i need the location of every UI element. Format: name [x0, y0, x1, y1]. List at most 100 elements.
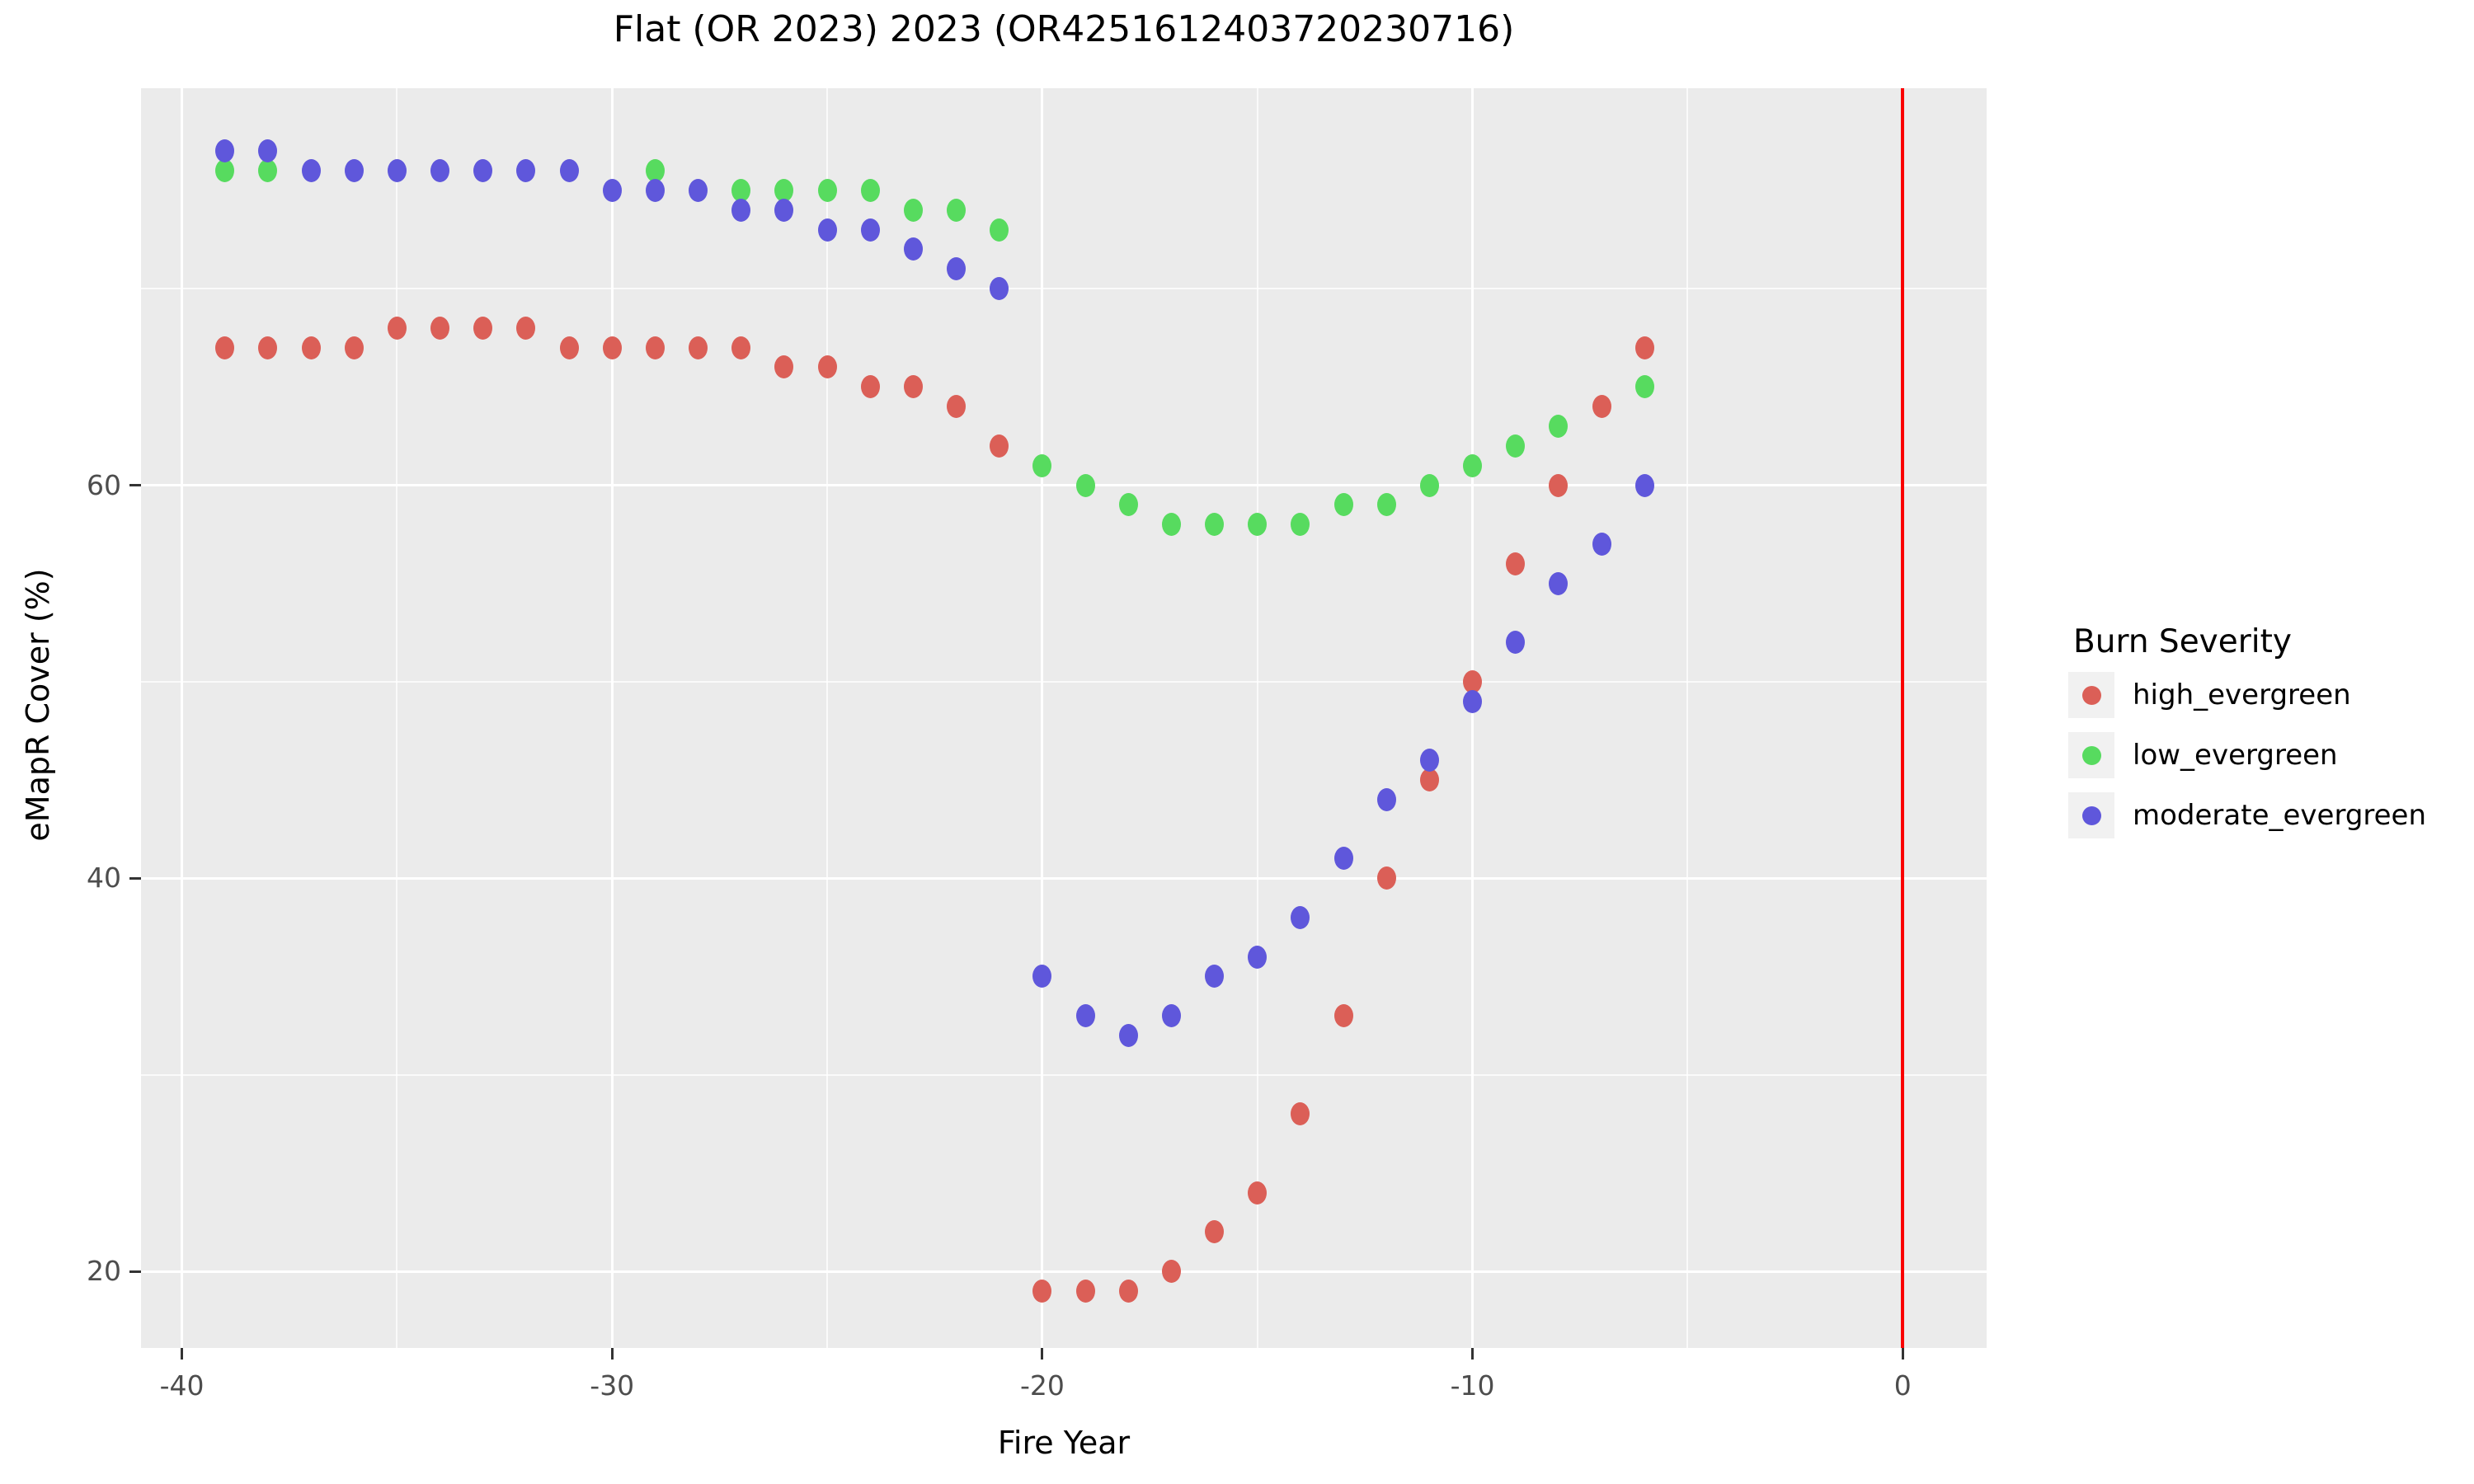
data-point-moderate_evergreen: [1118, 1023, 1138, 1047]
data-point-high_evergreen: [645, 336, 665, 359]
high_evergreen-dot-icon: [2081, 685, 2101, 705]
x-minor-gridline: [1686, 88, 1689, 1348]
legend: Burn Severity high_evergreen low_evergree…: [2068, 623, 2464, 852]
data-point-moderate_evergreen: [817, 218, 837, 242]
x-major-gridline: [1471, 88, 1475, 1348]
legend-title: Burn Severity: [2073, 623, 2293, 660]
data-point-low_evergreen: [1549, 415, 1569, 438]
data-point-high_evergreen: [1161, 1260, 1181, 1284]
data-point-high_evergreen: [344, 336, 364, 359]
data-point-moderate_evergreen: [1506, 631, 1526, 655]
data-point-moderate_evergreen: [645, 178, 665, 202]
data-point-moderate_evergreen: [1032, 965, 1052, 989]
y-major-gridline: [141, 484, 1987, 487]
y-axis-tick: [129, 876, 141, 880]
x-axis-tick: [1901, 1348, 1904, 1360]
data-point-high_evergreen: [430, 316, 450, 340]
data-point-moderate_evergreen: [559, 159, 579, 183]
data-point-moderate_evergreen: [1075, 1004, 1095, 1028]
data-point-high_evergreen: [1205, 1220, 1225, 1244]
data-point-high_evergreen: [1634, 336, 1654, 359]
data-point-high_evergreen: [1506, 552, 1526, 575]
data-point-high_evergreen: [1248, 1181, 1268, 1205]
data-point-moderate_evergreen: [1291, 905, 1310, 929]
data-point-moderate_evergreen: [301, 159, 321, 183]
data-point-low_evergreen: [1463, 453, 1483, 477]
data-point-high_evergreen: [387, 316, 407, 340]
legend-item-high_evergreen: high_evergreen: [2068, 672, 2464, 718]
data-point-moderate_evergreen: [1419, 749, 1439, 773]
plot-panel: [141, 88, 1987, 1348]
y-major-gridline: [141, 876, 1987, 880]
x-major-gridline: [181, 88, 184, 1348]
data-point-high_evergreen: [1333, 1004, 1353, 1028]
data-point-moderate_evergreen: [516, 159, 536, 183]
data-point-low_evergreen: [947, 198, 967, 222]
data-point-low_evergreen: [1291, 513, 1310, 537]
y-axis-title: eMapR Cover (%): [20, 568, 56, 842]
data-point-low_evergreen: [774, 178, 794, 202]
data-point-low_evergreen: [1161, 513, 1181, 537]
data-point-high_evergreen: [1549, 473, 1569, 497]
data-point-moderate_evergreen: [602, 178, 622, 202]
data-point-low_evergreen: [903, 198, 923, 222]
data-point-low_evergreen: [817, 178, 837, 202]
data-point-moderate_evergreen: [1592, 533, 1611, 556]
legend-key: [2068, 732, 2114, 778]
data-point-high_evergreen: [301, 336, 321, 359]
data-point-high_evergreen: [1463, 669, 1483, 693]
x-axis-tick: [181, 1348, 184, 1360]
data-point-moderate_evergreen: [1333, 847, 1353, 871]
data-point-high_evergreen: [689, 336, 708, 359]
legend-label: moderate_evergreen: [2133, 799, 2427, 832]
data-point-high_evergreen: [990, 434, 1009, 458]
data-point-moderate_evergreen: [1376, 787, 1396, 811]
data-point-moderate_evergreen: [1549, 571, 1569, 595]
data-point-low_evergreen: [1506, 434, 1526, 458]
x-axis-tick: [610, 1348, 614, 1360]
y-tick-label: 40: [87, 862, 121, 895]
x-minor-gridline: [396, 88, 398, 1348]
data-point-high_evergreen: [1118, 1279, 1138, 1303]
y-tick-label: 60: [87, 468, 121, 501]
data-point-moderate_evergreen: [1248, 945, 1268, 969]
x-axis-tick: [1471, 1348, 1475, 1360]
data-point-moderate_evergreen: [1161, 1004, 1181, 1028]
data-point-high_evergreen: [516, 316, 536, 340]
data-point-low_evergreen: [215, 159, 235, 183]
data-point-low_evergreen: [1376, 493, 1396, 517]
data-point-high_evergreen: [774, 355, 794, 379]
x-major-gridline: [1041, 88, 1044, 1348]
moderate_evergreen-dot-icon: [2081, 805, 2101, 825]
data-point-moderate_evergreen: [215, 139, 235, 163]
x-minor-gridline: [1256, 88, 1258, 1348]
x-tick-label: -30: [590, 1369, 635, 1402]
data-point-high_evergreen: [215, 336, 235, 359]
data-point-low_evergreen: [1248, 513, 1268, 537]
data-point-high_evergreen: [1291, 1102, 1310, 1126]
x-tick-label: 0: [1893, 1369, 1912, 1402]
data-point-high_evergreen: [903, 375, 923, 399]
data-point-moderate_evergreen: [774, 198, 794, 222]
x-minor-gridline: [826, 88, 829, 1348]
data-point-low_evergreen: [1634, 375, 1654, 399]
x-tick-label: -40: [159, 1369, 205, 1402]
data-point-moderate_evergreen: [990, 277, 1009, 301]
data-point-high_evergreen: [602, 336, 622, 359]
y-minor-gridline: [141, 680, 1987, 683]
y-axis-tick: [129, 484, 141, 487]
chart-title: Flat (OR 2023) 2023 (OR42516124037202307…: [613, 8, 1515, 50]
y-minor-gridline: [141, 1073, 1987, 1076]
data-point-high_evergreen: [559, 336, 579, 359]
data-point-low_evergreen: [990, 218, 1009, 242]
data-point-low_evergreen: [645, 159, 665, 183]
data-point-high_evergreen: [947, 395, 967, 419]
legend-key: [2068, 792, 2114, 838]
y-major-gridline: [141, 1270, 1987, 1273]
data-point-high_evergreen: [473, 316, 493, 340]
data-point-moderate_evergreen: [473, 159, 493, 183]
x-tick-label: -20: [1019, 1369, 1065, 1402]
data-point-high_evergreen: [1032, 1279, 1052, 1303]
x-tick-label: -10: [1450, 1369, 1495, 1402]
